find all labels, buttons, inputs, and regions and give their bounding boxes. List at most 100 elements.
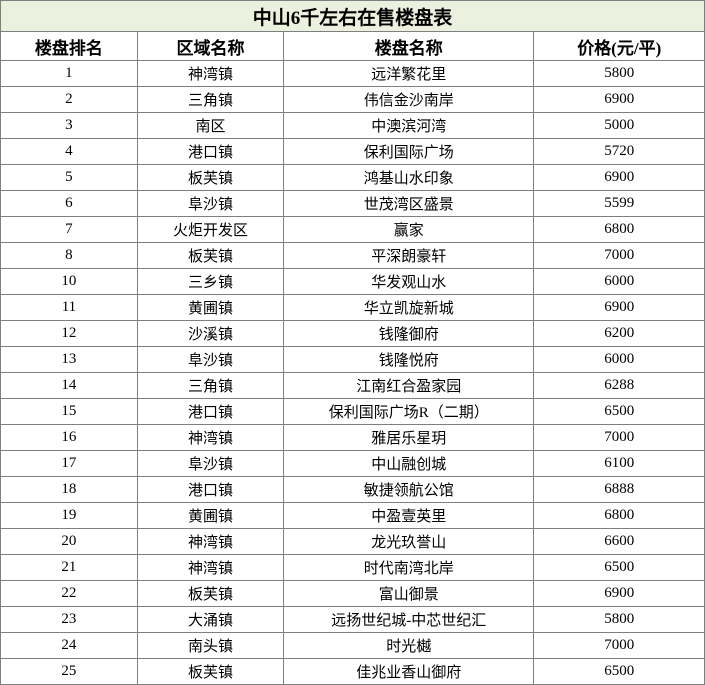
table-row: 19黄圃镇中盈壹英里6800 <box>1 503 705 529</box>
table-row: 1神湾镇远洋繁花里5800 <box>1 61 705 87</box>
cell-price: 6100 <box>534 451 705 477</box>
cell-area: 神湾镇 <box>137 425 283 451</box>
cell-price: 7000 <box>534 425 705 451</box>
cell-price: 6900 <box>534 581 705 607</box>
cell-area: 板芙镇 <box>137 581 283 607</box>
cell-area: 阜沙镇 <box>137 191 283 217</box>
table-row: 8板芙镇平深朗豪轩7000 <box>1 243 705 269</box>
cell-name: 华发观山水 <box>284 269 534 295</box>
cell-price: 6900 <box>534 295 705 321</box>
cell-price: 7000 <box>534 243 705 269</box>
cell-rank: 23 <box>1 607 138 633</box>
cell-area: 南区 <box>137 113 283 139</box>
cell-name: 平深朗豪轩 <box>284 243 534 269</box>
cell-name: 时光樾 <box>284 633 534 659</box>
cell-name: 雅居乐星玥 <box>284 425 534 451</box>
cell-rank: 11 <box>1 295 138 321</box>
title-row: 中山6千左右在售楼盘表 <box>1 1 705 32</box>
table-row: 13阜沙镇钱隆悦府6000 <box>1 347 705 373</box>
cell-rank: 12 <box>1 321 138 347</box>
cell-name: 时代南湾北岸 <box>284 555 534 581</box>
cell-rank: 4 <box>1 139 138 165</box>
col-header-name: 楼盘名称 <box>284 32 534 61</box>
cell-rank: 25 <box>1 659 138 685</box>
cell-area: 南头镇 <box>137 633 283 659</box>
cell-rank: 7 <box>1 217 138 243</box>
cell-area: 阜沙镇 <box>137 451 283 477</box>
cell-name: 富山御景 <box>284 581 534 607</box>
table-row: 20神湾镇龙光玖誉山6600 <box>1 529 705 555</box>
cell-name: 佳兆业香山御府 <box>284 659 534 685</box>
cell-price: 6800 <box>534 217 705 243</box>
cell-area: 火炬开发区 <box>137 217 283 243</box>
cell-name: 保利国际广场R（二期） <box>284 399 534 425</box>
cell-area: 神湾镇 <box>137 529 283 555</box>
table-row: 21神湾镇时代南湾北岸6500 <box>1 555 705 581</box>
cell-rank: 5 <box>1 165 138 191</box>
cell-rank: 20 <box>1 529 138 555</box>
cell-area: 三角镇 <box>137 87 283 113</box>
cell-price: 6000 <box>534 269 705 295</box>
col-header-rank: 楼盘排名 <box>1 32 138 61</box>
cell-name: 世茂湾区盛景 <box>284 191 534 217</box>
table-row: 14三角镇江南红合盈家园6288 <box>1 373 705 399</box>
table-row: 25板芙镇佳兆业香山御府6500 <box>1 659 705 685</box>
table-row: 3南区中澳滨河湾5000 <box>1 113 705 139</box>
cell-area: 三角镇 <box>137 373 283 399</box>
cell-name: 中澳滨河湾 <box>284 113 534 139</box>
cell-price: 5000 <box>534 113 705 139</box>
cell-area: 板芙镇 <box>137 165 283 191</box>
cell-rank: 16 <box>1 425 138 451</box>
table-row: 22板芙镇富山御景6900 <box>1 581 705 607</box>
cell-area: 黄圃镇 <box>137 295 283 321</box>
table-row: 18港口镇敏捷领航公馆6888 <box>1 477 705 503</box>
cell-area: 神湾镇 <box>137 61 283 87</box>
cell-rank: 6 <box>1 191 138 217</box>
cell-rank: 15 <box>1 399 138 425</box>
cell-rank: 18 <box>1 477 138 503</box>
header-row: 楼盘排名 区域名称 楼盘名称 价格(元/平) <box>1 32 705 61</box>
cell-area: 港口镇 <box>137 477 283 503</box>
cell-price: 6900 <box>534 165 705 191</box>
cell-rank: 8 <box>1 243 138 269</box>
cell-name: 保利国际广场 <box>284 139 534 165</box>
cell-rank: 14 <box>1 373 138 399</box>
cell-price: 6888 <box>534 477 705 503</box>
cell-rank: 1 <box>1 61 138 87</box>
table-row: 7火炬开发区赢家6800 <box>1 217 705 243</box>
cell-price: 6288 <box>534 373 705 399</box>
table-row: 23大涌镇远扬世纪城-中芯世纪汇5800 <box>1 607 705 633</box>
property-table: 中山6千左右在售楼盘表 楼盘排名 区域名称 楼盘名称 价格(元/平) 1神湾镇远… <box>0 0 705 685</box>
cell-area: 大涌镇 <box>137 607 283 633</box>
table-row: 2三角镇伟信金沙南岸6900 <box>1 87 705 113</box>
table-row: 24南头镇时光樾7000 <box>1 633 705 659</box>
cell-name: 伟信金沙南岸 <box>284 87 534 113</box>
col-header-price: 价格(元/平) <box>534 32 705 61</box>
cell-name: 华立凯旋新城 <box>284 295 534 321</box>
cell-price: 6500 <box>534 399 705 425</box>
cell-price: 5800 <box>534 61 705 87</box>
cell-rank: 3 <box>1 113 138 139</box>
cell-area: 神湾镇 <box>137 555 283 581</box>
table-row: 17阜沙镇中山融创城6100 <box>1 451 705 477</box>
cell-area: 板芙镇 <box>137 243 283 269</box>
cell-rank: 19 <box>1 503 138 529</box>
table-title: 中山6千左右在售楼盘表 <box>1 1 705 32</box>
cell-name: 赢家 <box>284 217 534 243</box>
cell-name: 敏捷领航公馆 <box>284 477 534 503</box>
table-row: 10三乡镇华发观山水6000 <box>1 269 705 295</box>
cell-rank: 21 <box>1 555 138 581</box>
cell-area: 板芙镇 <box>137 659 283 685</box>
cell-area: 三乡镇 <box>137 269 283 295</box>
cell-name: 中盈壹英里 <box>284 503 534 529</box>
col-header-area: 区域名称 <box>137 32 283 61</box>
cell-name: 远扬世纪城-中芯世纪汇 <box>284 607 534 633</box>
cell-name: 江南红合盈家园 <box>284 373 534 399</box>
cell-rank: 22 <box>1 581 138 607</box>
cell-area: 黄圃镇 <box>137 503 283 529</box>
table-row: 5板芙镇鸿基山水印象6900 <box>1 165 705 191</box>
cell-price: 6200 <box>534 321 705 347</box>
cell-area: 港口镇 <box>137 139 283 165</box>
cell-area: 港口镇 <box>137 399 283 425</box>
cell-price: 6500 <box>534 659 705 685</box>
